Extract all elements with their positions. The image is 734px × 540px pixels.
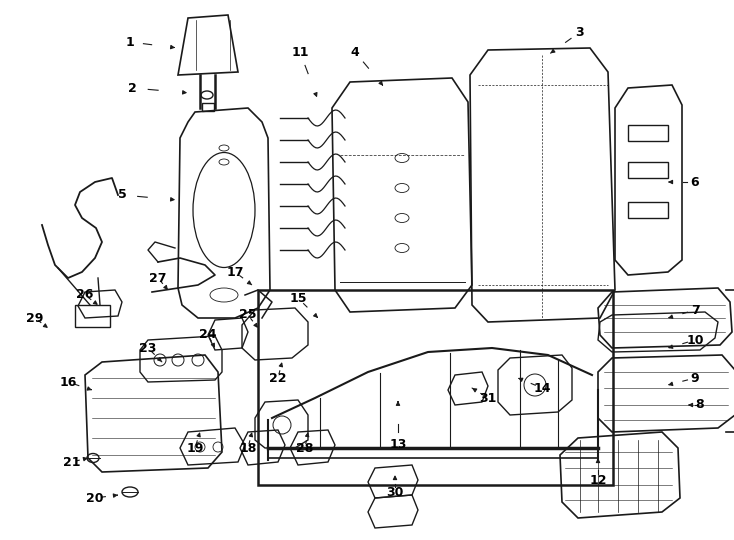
Text: 27: 27 — [149, 272, 167, 285]
Bar — [628, 125, 668, 141]
Text: 7: 7 — [691, 303, 700, 316]
Text: 30: 30 — [386, 485, 404, 498]
Text: 20: 20 — [87, 491, 103, 504]
Text: 2: 2 — [128, 82, 137, 94]
Text: 26: 26 — [76, 288, 94, 301]
Text: 15: 15 — [289, 292, 307, 305]
Text: 10: 10 — [686, 334, 704, 347]
Text: 6: 6 — [691, 176, 700, 188]
Text: 29: 29 — [26, 312, 44, 325]
Text: 3: 3 — [575, 25, 584, 38]
Text: 13: 13 — [389, 438, 407, 451]
Text: 22: 22 — [269, 372, 287, 384]
Text: 11: 11 — [291, 45, 309, 58]
Text: 14: 14 — [533, 381, 550, 395]
Text: 12: 12 — [589, 474, 607, 487]
Text: 17: 17 — [226, 266, 244, 279]
Bar — [628, 162, 668, 178]
Text: 9: 9 — [691, 372, 700, 384]
Text: 28: 28 — [297, 442, 313, 455]
Text: 23: 23 — [139, 341, 156, 354]
Text: 25: 25 — [239, 308, 257, 321]
Text: 19: 19 — [186, 442, 204, 455]
Text: 18: 18 — [239, 442, 257, 455]
Text: 16: 16 — [59, 375, 76, 388]
Text: 21: 21 — [63, 456, 81, 469]
Text: 5: 5 — [117, 188, 126, 201]
Bar — [628, 202, 668, 218]
Bar — [75, 305, 110, 327]
Text: 4: 4 — [351, 45, 360, 58]
Text: 24: 24 — [199, 328, 217, 341]
Text: 31: 31 — [479, 392, 497, 404]
Text: 8: 8 — [696, 399, 705, 411]
Text: 1: 1 — [126, 36, 134, 49]
Bar — [258, 290, 613, 485]
Bar — [202, 103, 214, 111]
